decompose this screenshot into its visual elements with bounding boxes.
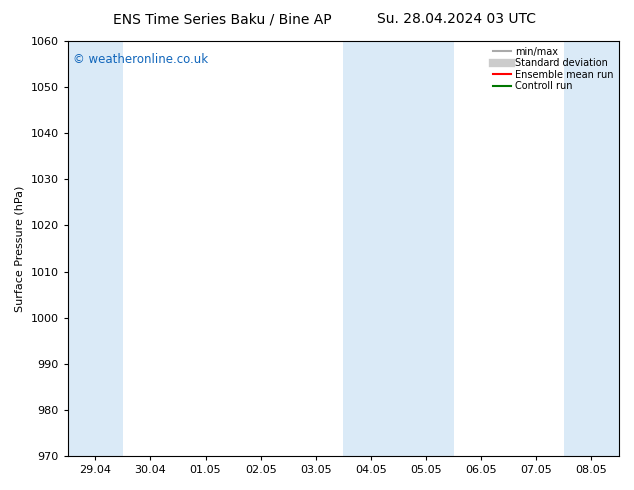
Legend: min/max, Standard deviation, Ensemble mean run, Controll run: min/max, Standard deviation, Ensemble me… — [489, 43, 617, 95]
Bar — [564, 41, 619, 456]
Text: ENS Time Series Baku / Bine AP: ENS Time Series Baku / Bine AP — [113, 12, 331, 26]
Y-axis label: Surface Pressure (hPa): Surface Pressure (hPa) — [15, 185, 25, 312]
Bar — [344, 41, 453, 456]
Text: Su. 28.04.2024 03 UTC: Su. 28.04.2024 03 UTC — [377, 12, 536, 26]
Text: © weatheronline.co.uk: © weatheronline.co.uk — [73, 53, 209, 67]
Bar — [68, 41, 123, 456]
